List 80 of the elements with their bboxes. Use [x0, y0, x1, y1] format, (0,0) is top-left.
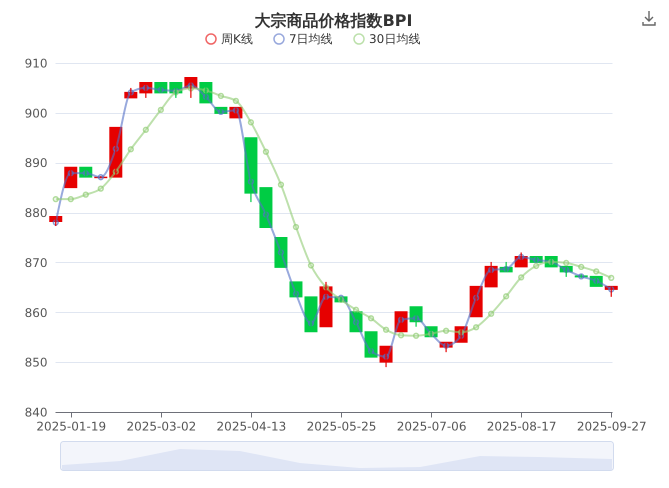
point — [188, 85, 194, 92]
y-tick-label: 870 — [24, 256, 48, 270]
point — [218, 92, 224, 100]
candlestick — [304, 296, 318, 332]
point — [368, 315, 374, 322]
point — [518, 254, 524, 260]
point — [128, 146, 134, 152]
candlestick — [484, 261, 498, 288]
point — [202, 94, 210, 100]
candlestick — [394, 311, 408, 332]
candlestick — [274, 236, 288, 268]
point — [248, 119, 254, 126]
point — [472, 294, 480, 301]
legend-label: 周K线 — [221, 32, 253, 46]
point — [533, 262, 540, 270]
legend-label: 30日均线 — [369, 32, 420, 46]
y-tick-label: 880 — [24, 206, 48, 220]
point — [488, 266, 494, 274]
candlestick — [470, 286, 483, 318]
point — [278, 249, 284, 256]
point — [158, 106, 164, 114]
candlestick — [259, 187, 272, 228]
candlestick — [289, 281, 302, 298]
point — [322, 284, 330, 290]
point — [262, 148, 270, 155]
point — [368, 348, 374, 354]
candlestick — [244, 137, 258, 203]
candlestick — [364, 331, 378, 358]
chart-title: 大宗商品价格指数BPI — [254, 11, 412, 30]
x-tick-label: 2025-01-19 — [36, 420, 106, 434]
point — [578, 273, 584, 280]
point — [593, 268, 600, 275]
point — [412, 332, 420, 339]
x-tick-label: 2025-03-02 — [126, 420, 196, 434]
x-tick-label: 2025-07-06 — [396, 420, 466, 434]
y-tick-label: 910 — [24, 56, 48, 70]
point — [503, 293, 510, 300]
point — [128, 89, 134, 96]
x-tick-label: 2025-04-13 — [216, 420, 286, 434]
point — [232, 98, 240, 104]
point — [278, 182, 284, 188]
candlestick — [64, 166, 78, 188]
point — [472, 324, 480, 330]
point — [82, 191, 89, 198]
point — [68, 170, 74, 176]
point — [578, 264, 584, 270]
point — [398, 332, 404, 338]
y-tick-label: 900 — [24, 106, 48, 120]
point — [308, 320, 314, 326]
legend-label: 7日均线 — [289, 32, 333, 46]
point — [112, 168, 119, 175]
candlestick — [380, 346, 393, 368]
x-tick-label: 2025-08-17 — [486, 420, 557, 434]
point — [352, 306, 360, 313]
candlestick — [410, 306, 423, 328]
point — [488, 310, 494, 317]
point — [518, 274, 524, 281]
point — [248, 178, 254, 185]
point — [98, 186, 104, 192]
candlestick — [319, 281, 332, 328]
point — [262, 211, 270, 218]
x-tick-label: 2025-09-27 — [576, 420, 647, 434]
x-tick-label: 2025-05-25 — [306, 420, 376, 434]
y-tick-label: 890 — [24, 156, 48, 170]
point — [142, 126, 149, 133]
point — [292, 290, 300, 297]
candlestick — [109, 126, 122, 178]
y-tick-label: 840 — [24, 406, 48, 420]
point — [563, 260, 570, 266]
point — [98, 174, 104, 180]
point — [382, 326, 390, 333]
point — [322, 294, 330, 300]
point — [442, 328, 450, 334]
y-tick-label: 860 — [24, 306, 48, 320]
point — [412, 315, 420, 322]
point — [308, 262, 314, 269]
y-tick-label: 850 — [24, 356, 48, 370]
point — [292, 224, 300, 230]
point — [68, 196, 74, 202]
point — [112, 146, 119, 152]
